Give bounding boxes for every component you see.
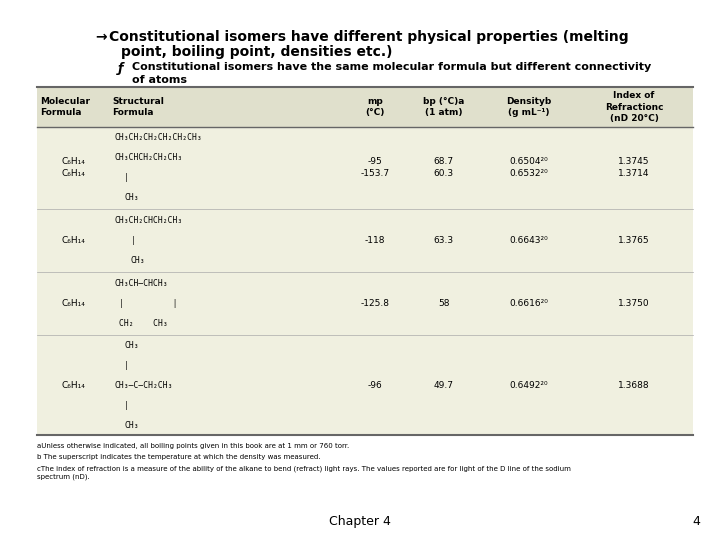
Text: 0.6643²⁰: 0.6643²⁰ <box>510 236 549 245</box>
Text: CH₃CH—CHCH₃: CH₃CH—CHCH₃ <box>114 279 168 288</box>
Text: →: → <box>95 30 107 44</box>
Text: 1.3750: 1.3750 <box>618 299 649 308</box>
Text: aUnless otherwise indicated, all boiling points given in this book are at 1 mm o: aUnless otherwise indicated, all boiling… <box>37 443 349 449</box>
Text: Constitutional isomers have the same molecular formula but different connectivit: Constitutional isomers have the same mol… <box>132 62 652 72</box>
Text: CH₃: CH₃ <box>124 421 139 429</box>
Text: CH₃—C—CH₂CH₃: CH₃—C—CH₂CH₃ <box>114 381 173 390</box>
Text: CH₃CH₂CHCH₂CH₃: CH₃CH₂CHCH₂CH₃ <box>114 216 182 225</box>
Text: CH₃: CH₃ <box>124 341 139 350</box>
Text: C₆H₁₄: C₆H₁₄ <box>61 299 85 308</box>
Text: ƒ: ƒ <box>118 62 124 75</box>
Text: C₆H₁₄: C₆H₁₄ <box>61 381 85 390</box>
Text: 0.6492²⁰: 0.6492²⁰ <box>510 381 549 390</box>
Text: |: | <box>124 361 129 370</box>
Text: 1.3688: 1.3688 <box>618 381 649 390</box>
Text: -96: -96 <box>367 381 382 390</box>
Text: CH₃: CH₃ <box>124 193 139 202</box>
Text: -95
-153.7: -95 -153.7 <box>360 157 390 178</box>
Text: mp
(°C): mp (°C) <box>365 97 384 117</box>
Text: point, boiling point, densities etc.): point, boiling point, densities etc.) <box>121 45 392 59</box>
Text: bp (°C)a
(1 atm): bp (°C)a (1 atm) <box>423 97 464 117</box>
Text: -118: -118 <box>364 236 385 245</box>
Text: C₆H₁₄: C₆H₁₄ <box>61 236 85 245</box>
Text: Structural
Formula: Structural Formula <box>112 97 164 117</box>
Text: 49.7: 49.7 <box>433 381 454 390</box>
Text: Densityb
(g mL⁻¹): Densityb (g mL⁻¹) <box>506 97 552 117</box>
Text: Molecular
Formula: Molecular Formula <box>40 97 90 117</box>
Text: 58: 58 <box>438 299 449 308</box>
Bar <box>37 87 693 127</box>
Text: 0.6504²⁰
0.6532²⁰: 0.6504²⁰ 0.6532²⁰ <box>510 157 549 178</box>
Text: 68.7
60.3: 68.7 60.3 <box>433 157 454 178</box>
Text: 63.3: 63.3 <box>433 236 454 245</box>
Text: |: | <box>124 173 129 182</box>
Text: cThe index of refraction is a measure of the ability of the alkane to bend (refr: cThe index of refraction is a measure of… <box>37 465 571 480</box>
Text: |: | <box>124 401 129 410</box>
Text: Chapter 4: Chapter 4 <box>329 515 391 528</box>
Text: CH₃CHCH₂CH₂CH₃: CH₃CHCH₂CH₂CH₃ <box>114 153 182 163</box>
Text: C₆H₁₄
C₆H₁₄: C₆H₁₄ C₆H₁₄ <box>61 157 85 178</box>
Text: 0.6616²⁰: 0.6616²⁰ <box>510 299 549 308</box>
Text: CH₂    CH₃: CH₂ CH₃ <box>119 319 167 328</box>
Text: Constitutional isomers have different physical properties (melting: Constitutional isomers have different ph… <box>109 30 629 44</box>
Text: -125.8: -125.8 <box>360 299 390 308</box>
Text: 1.3765: 1.3765 <box>618 236 649 245</box>
Text: 1.3745
1.3714: 1.3745 1.3714 <box>618 157 649 178</box>
Text: b The superscript indicates the temperature at which the density was measured.: b The superscript indicates the temperat… <box>37 454 320 460</box>
Text: Index of
Refractionc
(nD 20°C): Index of Refractionc (nD 20°C) <box>605 91 663 123</box>
Text: |          |: | | <box>119 299 177 308</box>
Text: CH₃CH₂CH₂CH₂CH₂CH₃: CH₃CH₂CH₂CH₂CH₂CH₃ <box>114 133 202 143</box>
Text: 4: 4 <box>692 515 700 528</box>
Text: of atoms: of atoms <box>132 75 187 85</box>
Text: CH₃: CH₃ <box>130 255 145 265</box>
Bar <box>37 87 693 435</box>
Text: |: | <box>130 236 135 245</box>
